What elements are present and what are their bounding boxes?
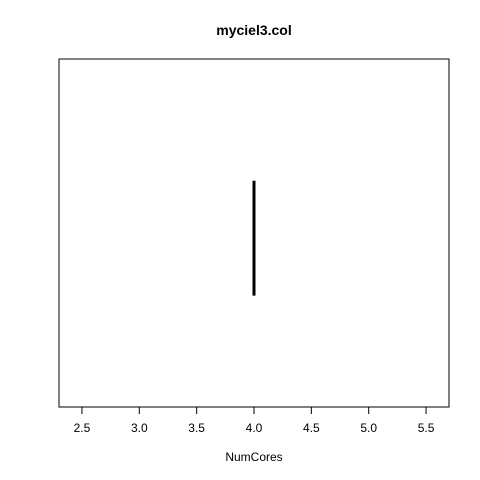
x-tick-label: 3.5 <box>188 421 205 435</box>
x-tick-label: 2.5 <box>74 421 91 435</box>
x-tick-label: 4.0 <box>246 421 263 435</box>
x-tick-label: 5.0 <box>360 421 377 435</box>
x-tick-label: 4.5 <box>303 421 320 435</box>
chart-title: myciel3.col <box>216 22 292 38</box>
x-tick-label: 5.5 <box>418 421 435 435</box>
x-ticks: 2.5 3.0 3.5 4.0 4.5 5.0 5.5 <box>74 407 435 435</box>
x-axis-label: NumCores <box>225 450 282 464</box>
x-tick-label: 3.0 <box>131 421 148 435</box>
